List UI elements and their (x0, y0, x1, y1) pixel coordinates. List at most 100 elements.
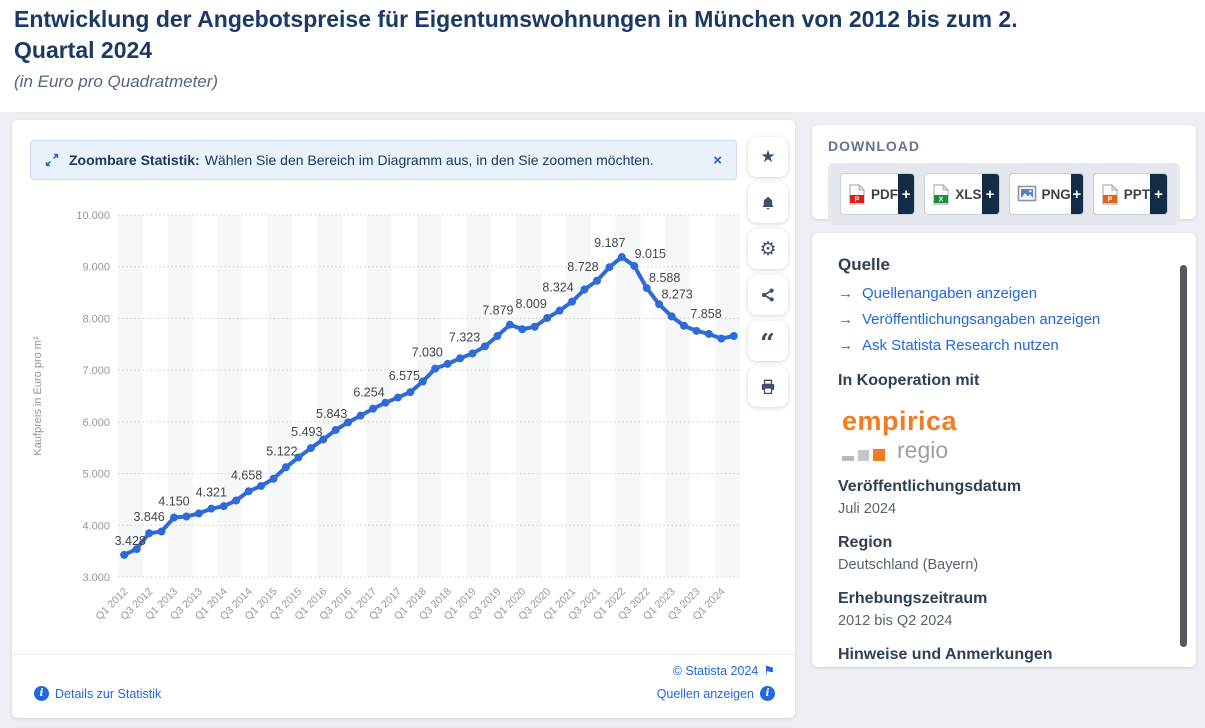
chart-actions-toolbar: ★ ⚙ “ (748, 137, 788, 413)
share-icon (760, 287, 776, 303)
logo-square-orange (873, 448, 885, 461)
svg-text:4.321: 4.321 (196, 486, 227, 500)
svg-text:3.846: 3.846 (133, 510, 164, 524)
pdf-file-icon: P (848, 183, 866, 205)
kooperation-heading: In Kooperation mit (838, 372, 980, 389)
bell-icon (760, 195, 776, 211)
png-image-icon (1017, 184, 1037, 204)
meta-value-veroeffentlichungsdatum: Juli 2024 (838, 500, 897, 517)
svg-text:8.588: 8.588 (649, 271, 680, 285)
arrow-right-icon: → (838, 337, 853, 354)
svg-text:5.843: 5.843 (316, 407, 347, 421)
page-title: Entwicklung der Angebotspreise für Eigen… (14, 6, 1018, 64)
gridlines (118, 214, 740, 578)
share-button[interactable] (748, 275, 788, 315)
chart-footer: © Statista 2024 ⚑ i Details zur Statistik … (12, 654, 795, 718)
logo-square-gray (858, 449, 869, 461)
banner-bold-text: Zoombare Statistik: (69, 152, 200, 168)
info-icon: i (760, 686, 775, 701)
logo-regio-text: regio (897, 437, 949, 463)
svg-text:8.728: 8.728 (567, 260, 598, 274)
svg-text:7.858: 7.858 (690, 307, 721, 321)
download-buttons-box: P PDF + X XLS + PNG + P PPT + (828, 163, 1180, 225)
download-pdf-button[interactable]: P PDF + (840, 173, 916, 215)
alerts-button[interactable] (748, 183, 788, 223)
y-axis-labels: 10.000 9.000 8.000 7.000 6.000 5.000 4.000 3.00… (76, 210, 110, 584)
meta-value-region: Deutschland (Bayern) (838, 556, 979, 573)
download-card: DOWNLOAD P PDF + X XLS + PNG + P (812, 125, 1196, 225)
svg-text:10.000: 10.000 (76, 210, 110, 222)
empirica-regio-logo[interactable]: empirica regio (842, 406, 1170, 461)
zoomable-statistic-banner: Zoombare Statistik: Wählen Sie den Berei… (30, 140, 737, 180)
meta-label-region: Region (838, 533, 893, 551)
ppt-plus-icon: + (1150, 174, 1167, 214)
svg-text:8.324: 8.324 (542, 281, 573, 295)
svg-text:6.254: 6.254 (353, 386, 384, 400)
svg-text:8.000: 8.000 (82, 313, 110, 325)
data-points (120, 253, 738, 559)
link-ask-statista-research[interactable]: → Ask Statista Research nutzen (838, 337, 1059, 354)
banner-close-icon[interactable]: × (713, 151, 722, 169)
svg-text:7.323: 7.323 (449, 330, 480, 344)
sources-link[interactable]: Quellen anzeigen i (657, 686, 775, 701)
cite-button[interactable]: “ (748, 321, 788, 361)
svg-text:P: P (855, 196, 860, 203)
svg-text:3.000: 3.000 (82, 572, 110, 584)
svg-text:P: P (1107, 196, 1112, 203)
svg-text:4.658: 4.658 (231, 468, 262, 482)
svg-text:6.575: 6.575 (389, 369, 420, 383)
ppt-file-icon: P (1101, 183, 1119, 205)
print-button[interactable] (748, 367, 788, 407)
chart-card: Zoombare Statistik: Wählen Sie den Berei… (12, 120, 795, 718)
price-line-chart[interactable]: 10.000 9.000 8.000 7.000 6.000 5.000 4.000 3.00… (26, 190, 772, 650)
png-plus-icon: + (1070, 174, 1083, 214)
link-quellenangaben[interactable]: → Quellenangaben anzeigen (838, 285, 1038, 302)
arrow-right-icon: → (838, 285, 853, 302)
info-icon: i (34, 686, 49, 701)
svg-text:4.150: 4.150 (158, 495, 189, 509)
favorite-button[interactable]: ★ (748, 137, 788, 177)
page-subtitle: (in Euro pro Quadratmeter) (14, 72, 219, 92)
svg-text:9.000: 9.000 (82, 262, 110, 274)
gear-icon: ⚙ (759, 238, 777, 260)
y-axis-title: Kaufpreis in Euro pro m² (32, 336, 44, 456)
zoom-diagonal-arrows-icon (45, 153, 59, 167)
arrow-right-icon: → (838, 311, 853, 328)
svg-text:4.000: 4.000 (82, 520, 110, 532)
link-veroeffentlichungsangaben[interactable]: → Veröffentlichungsangaben anzeigen (838, 311, 1101, 328)
svg-text:7.879: 7.879 (482, 304, 513, 318)
download-ppt-button[interactable]: P PPT + (1092, 173, 1168, 215)
svg-text:5.122: 5.122 (266, 444, 297, 458)
report-flag-icon[interactable]: ⚑ (763, 663, 775, 678)
svg-text:9.187: 9.187 (594, 236, 625, 250)
meta-label-hinweise: Hinweise und Anmerkungen (838, 645, 1053, 663)
star-icon: ★ (760, 147, 776, 166)
quelle-heading: Quelle (838, 255, 890, 274)
svg-text:9.015: 9.015 (635, 247, 666, 261)
details-link[interactable]: i Details zur Statistik (34, 686, 161, 701)
logo-square-dash (842, 455, 854, 461)
download-xls-button[interactable]: X XLS + (924, 173, 1000, 215)
panel-scrollbar[interactable] (1180, 265, 1187, 647)
download-png-button[interactable]: PNG + (1008, 173, 1084, 215)
svg-text:7.000: 7.000 (82, 365, 110, 377)
svg-text:“: “ (760, 333, 775, 349)
xls-file-icon: X (932, 183, 950, 205)
svg-text:6.000: 6.000 (82, 417, 110, 429)
page-header: Entwicklung der Angebotspreise für Eigen… (14, 4, 1194, 92)
settings-button[interactable]: ⚙ (748, 229, 788, 269)
xls-plus-icon: + (981, 174, 999, 214)
source-info-card: Quelle → Quellenangaben anzeigen → Veröf… (812, 233, 1196, 667)
svg-text:7.030: 7.030 (412, 346, 443, 360)
pdf-plus-icon: + (898, 174, 915, 214)
statista-copyright: © Statista 2024 (672, 664, 759, 678)
banner-text: Wählen Sie den Bereich im Diagramm aus, … (204, 152, 654, 168)
halfyear-bands (118, 215, 740, 577)
svg-text:8.273: 8.273 (661, 287, 692, 301)
svg-text:3.428: 3.428 (115, 534, 146, 548)
download-heading: DOWNLOAD (828, 138, 920, 154)
printer-icon (760, 379, 776, 395)
svg-text:X: X (939, 196, 944, 203)
